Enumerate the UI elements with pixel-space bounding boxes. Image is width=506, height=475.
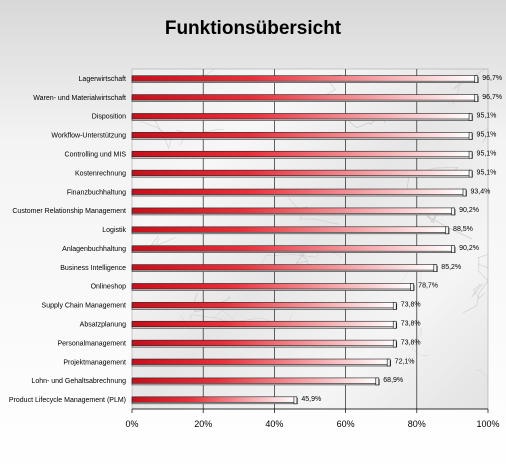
value-label: 68,9% (383, 377, 403, 384)
category-label: Product Lifecycle Management (PLM) (9, 397, 126, 404)
category-label: Controlling und MIS (65, 152, 127, 159)
x-tick-label: 80% (408, 419, 426, 429)
value-label: 95,1% (477, 169, 497, 176)
bar-end-cap (392, 320, 397, 329)
bar (131, 264, 436, 271)
marble-vein (194, 292, 231, 313)
marble-vein (476, 370, 489, 385)
bar (131, 132, 471, 139)
x-tick-label: 0% (125, 419, 138, 429)
value-label: 95,1% (477, 132, 497, 139)
category-label: Onlineshop (91, 284, 127, 291)
x-tick-label: 20% (194, 419, 212, 429)
marble-vein (472, 127, 489, 143)
bar-end-cap (392, 302, 397, 310)
bar (131, 396, 296, 403)
value-label: 78,7% (418, 283, 438, 290)
bar-end-cap (410, 283, 414, 291)
bar-end-cap (375, 377, 380, 386)
bar (131, 150, 471, 158)
category-label: Business Intelligence (60, 265, 126, 272)
bar (131, 188, 465, 195)
category-label: Lagerwirtschaft (79, 76, 127, 83)
plot-area (131, 68, 489, 410)
bar-end-cap (468, 113, 473, 121)
category-label: Anlagenbuchhaltung (62, 246, 126, 253)
value-label: 73,8% (401, 321, 421, 328)
bar-end-cap (468, 150, 473, 159)
value-label: 85,2% (441, 264, 461, 271)
value-label: 95,1% (477, 113, 497, 120)
bar-end-cap (451, 245, 455, 253)
bar (131, 377, 378, 384)
chart-title: Funktionsübersicht (164, 18, 342, 39)
value-label: 96,7% (482, 94, 502, 101)
value-label: 95,1% (477, 151, 497, 158)
bar-end-cap (433, 264, 438, 272)
value-label: 90,2% (459, 245, 479, 252)
bar (131, 245, 454, 252)
bar (131, 226, 448, 233)
category-label: Finanzbuchhaltung (67, 189, 126, 196)
category-labels: Lagerwirtschaft Waren- und Materialwirtsc… (9, 76, 127, 404)
bar (131, 302, 396, 309)
category-label: Kostenrechnung (75, 170, 126, 177)
bar (131, 75, 477, 82)
bars (131, 75, 479, 405)
value-label: 93,4% (471, 188, 491, 195)
bar (131, 283, 413, 290)
bar (131, 358, 389, 365)
value-labels: 96,7% 96,7% 95,1% 95,1% 95,1% 95,1% 93,4% 90,2%… (301, 75, 502, 403)
bar-end-cap (474, 94, 479, 102)
bar-end-cap (392, 339, 397, 348)
category-label: Disposition (92, 114, 126, 121)
bar-end-cap (474, 75, 479, 83)
grid-lines (202, 69, 418, 409)
bar (131, 320, 396, 328)
x-tick-label: 100% (476, 419, 499, 429)
marble-vein (471, 283, 485, 299)
marble-vein (295, 251, 309, 270)
category-label: Absatzplanung (80, 322, 126, 329)
bar-end-cap (462, 188, 467, 197)
bar-end-cap (386, 358, 391, 367)
bar (131, 94, 477, 101)
value-label: 88,5% (453, 226, 473, 233)
bar (131, 207, 454, 214)
category-label: Logistik (102, 227, 126, 234)
x-axis: 0% 20% 40% 60% 80% 100% (125, 408, 500, 429)
bar (131, 339, 396, 346)
value-label: 72,1% (395, 358, 415, 365)
bar-end-cap (468, 169, 473, 178)
marble-vein (426, 214, 473, 240)
bar (131, 169, 471, 176)
bar-end-cap (293, 396, 298, 405)
marble-vein (477, 253, 489, 269)
bar-end-cap (451, 207, 455, 216)
bar-end-cap (468, 132, 473, 140)
category-label: Personalmanagement (58, 340, 127, 347)
bar (131, 113, 471, 120)
value-label: 45,9% (301, 396, 321, 403)
value-label: 73,8% (401, 302, 421, 309)
category-label: Supply Chain Management (42, 303, 126, 310)
category-label: Waren- und Materialwirtschaft (33, 95, 126, 102)
x-tick-label: 40% (265, 419, 283, 429)
bar-end-cap (445, 226, 449, 235)
category-label: Lohn- und Gehaltsabrechnung (31, 378, 126, 385)
category-label: Projektmanagement (63, 359, 126, 366)
category-label: Workflow-Unterstützung (51, 133, 126, 140)
value-label: 96,7% (482, 75, 502, 82)
value-label: 73,8% (401, 339, 421, 346)
marble-vein (411, 327, 428, 356)
marble-vein (463, 257, 489, 314)
x-tick-label: 60% (337, 419, 355, 429)
value-label: 90,2% (459, 207, 479, 214)
category-label: Customer Relationship Management (12, 208, 126, 215)
